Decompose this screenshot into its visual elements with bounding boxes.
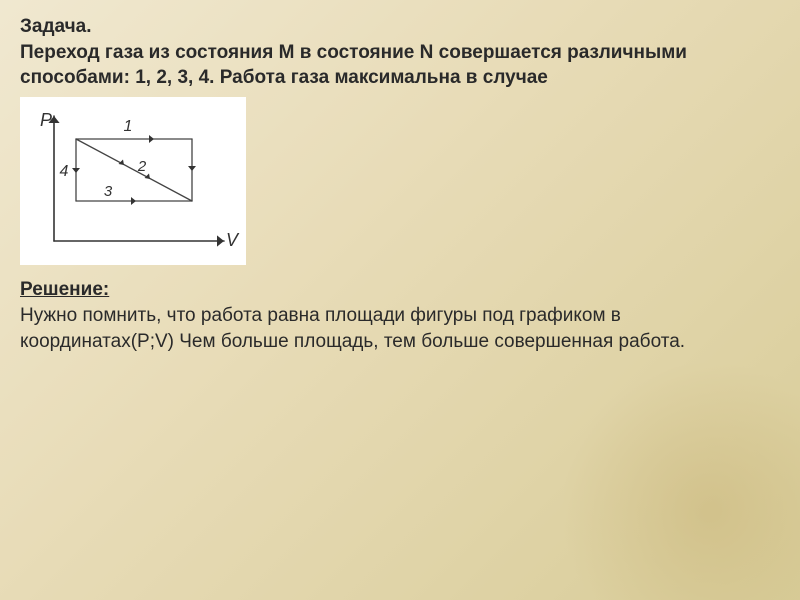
svg-text:V: V [226,230,240,250]
solution-heading: Решение: [20,279,780,301]
pv-diagram: V P 1 2 3 4 [24,101,242,261]
solution-line2: координатах(P;V) Чем больше площадь, тем… [20,331,685,352]
slide: Задача. Переход газа из состояния M в со… [0,0,800,374]
svg-text:2: 2 [137,158,147,175]
pv-diagram-container: V P 1 2 3 4 [20,97,246,265]
svg-text:4: 4 [60,163,69,180]
solution-line1: Нужно помнить, что работа равна площади … [20,305,621,326]
problem-heading: Задача. [20,16,92,37]
problem-line2: способами: 1, 2, 3, 4. Работа газа макси… [20,67,548,88]
svg-text:P: P [40,110,52,130]
problem-block: Задача. Переход газа из состояния M в со… [20,14,780,91]
problem-line1: Переход газа из состояния M в состояние … [20,42,687,63]
svg-text:3: 3 [104,183,113,200]
solution-body: Нужно помнить, что работа равна площади … [20,303,780,354]
svg-text:1: 1 [124,118,133,135]
